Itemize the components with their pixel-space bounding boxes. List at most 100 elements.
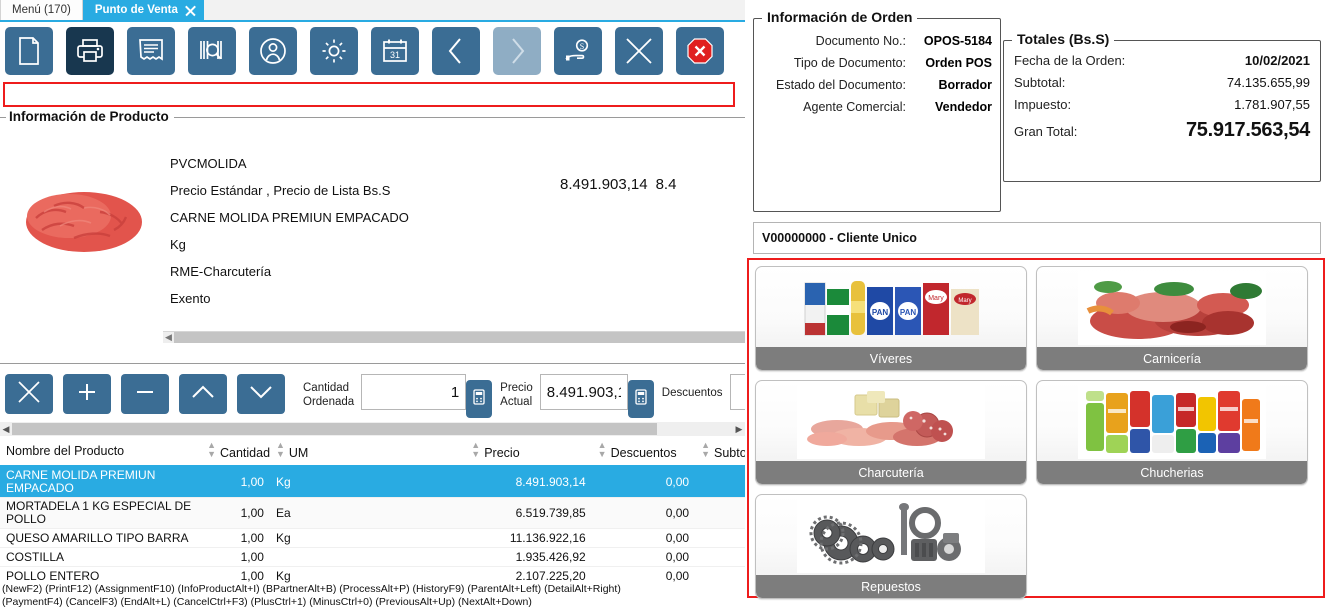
quantity-input[interactable] bbox=[361, 374, 467, 410]
impuesto-value: 1.781.907,55 bbox=[1234, 97, 1310, 112]
price-calculator-button[interactable] bbox=[627, 380, 654, 418]
settings-button[interactable] bbox=[310, 27, 358, 75]
line-action-bar: Cantidad Ordenada Precio Actual bbox=[5, 374, 790, 418]
order-info-row: Tipo de Documento: Orden POS bbox=[760, 55, 992, 71]
close-icon[interactable] bbox=[184, 4, 197, 17]
cancel-line-button[interactable] bbox=[5, 374, 53, 414]
calendar-button[interactable]: 31 bbox=[371, 27, 419, 75]
totals-row-subtotal: Subtotal: 74.135.655,99 bbox=[1014, 75, 1310, 90]
col-header-precio[interactable]: ▲ ▼ Precio bbox=[465, 438, 592, 467]
grid-hscrollbar[interactable]: ◀ ▶ bbox=[0, 422, 745, 436]
product-search-input[interactable] bbox=[5, 84, 733, 105]
category-tile-charcuteria[interactable]: Charcutería bbox=[755, 380, 1027, 485]
col-header-cantidad[interactable]: ▲ ▼ Cantidad bbox=[201, 438, 270, 467]
cell-precio: 8.491.903,14 bbox=[465, 466, 592, 498]
calculator-icon bbox=[473, 388, 485, 410]
order-info-row: Estado del Documento: Borrador bbox=[760, 77, 992, 93]
next-button[interactable] bbox=[493, 27, 541, 75]
sort-icon[interactable]: ▲ ▼ bbox=[207, 440, 216, 459]
product-pricelist-label: Precio Estándar , Precio de Lista Bs.S bbox=[170, 183, 391, 198]
category-label: Carnicería bbox=[1037, 347, 1307, 370]
previous-button[interactable] bbox=[432, 27, 480, 75]
scroll-left-icon[interactable]: ◀ bbox=[165, 332, 172, 342]
sort-icon[interactable]: ▲ ▼ bbox=[597, 440, 607, 459]
quantity-calculator-button[interactable] bbox=[466, 380, 493, 418]
impuesto-label: Impuesto: bbox=[1014, 97, 1072, 112]
payment-hand-icon: S bbox=[564, 38, 592, 64]
col-header-nombre[interactable]: Nombre del Producto bbox=[0, 438, 202, 467]
category-tile-viveres[interactable]: PAN PAN Mary Mary Víveres bbox=[755, 266, 1027, 371]
scroll-left-icon[interactable]: ◀ bbox=[2, 423, 10, 434]
barcode-search-button[interactable] bbox=[188, 27, 236, 75]
svg-text:31: 31 bbox=[390, 50, 400, 60]
close-button[interactable] bbox=[676, 27, 724, 75]
clear-button[interactable] bbox=[615, 27, 663, 75]
order-info-legend: Información de Orden bbox=[762, 9, 918, 25]
new-document-icon bbox=[17, 37, 41, 65]
chevron-down-icon bbox=[248, 383, 274, 406]
close-octagon-icon bbox=[685, 36, 715, 66]
product-standard-price: 8.491.903,14 bbox=[560, 176, 648, 193]
cell-precio: 6.519.739,85 bbox=[465, 497, 592, 529]
current-price-input[interactable] bbox=[539, 374, 628, 410]
payment-button[interactable]: S bbox=[554, 27, 602, 75]
order-info-row: Documento No.: OPOS-5184 bbox=[760, 33, 992, 49]
groceries-photo: PAN PAN Mary Mary bbox=[756, 267, 1026, 349]
barcode-search-icon bbox=[198, 38, 226, 64]
product-info-legend: Información de Producto bbox=[6, 109, 174, 124]
move-down-button[interactable] bbox=[237, 374, 285, 414]
tipo-documento-label: Tipo de Documento: bbox=[793, 55, 906, 70]
increase-quantity-button[interactable] bbox=[63, 374, 111, 414]
gran-total-value: 75.917.563,54 bbox=[1185, 119, 1310, 141]
fecha-label: Fecha de la Orden: bbox=[1014, 53, 1126, 68]
plus-icon bbox=[76, 381, 98, 408]
tab-menu[interactable]: Menú (170) bbox=[0, 0, 83, 20]
decrease-quantity-button[interactable] bbox=[121, 374, 169, 414]
user-button[interactable] bbox=[249, 27, 297, 75]
totals-row-impuesto: Impuesto: 1.781.907,55 bbox=[1014, 97, 1310, 112]
product-list-price: 8.4 bbox=[655, 176, 677, 193]
grid-scroll-thumb[interactable] bbox=[12, 423, 657, 435]
receipt-button[interactable] bbox=[127, 27, 175, 75]
cell-nombre: QUESO AMARILLO TIPO BARRA bbox=[0, 528, 202, 548]
customer-field[interactable]: V00000000 - Cliente Unico bbox=[753, 222, 1321, 254]
tab-punto-de-venta[interactable]: Punto de Venta bbox=[82, 0, 204, 20]
scroll-thumb[interactable] bbox=[173, 332, 745, 343]
col-header-um[interactable]: ▲ ▼ UM bbox=[269, 438, 466, 467]
product-code: PVCMOLIDA bbox=[170, 156, 247, 171]
svg-text:Mary: Mary bbox=[928, 295, 944, 302]
move-up-button[interactable] bbox=[179, 374, 227, 414]
cell-descuentos: 0,00 bbox=[591, 466, 696, 498]
category-label: Charcutería bbox=[756, 461, 1026, 484]
product-info-hscrollbar[interactable]: ◀ bbox=[163, 331, 745, 343]
sort-icon[interactable]: ▲ ▼ bbox=[275, 440, 285, 459]
new-document-button[interactable] bbox=[5, 27, 53, 75]
category-tile-repuestos[interactable]: Repuestos bbox=[755, 494, 1027, 599]
documento-no-label: Documento No.: bbox=[815, 33, 906, 48]
table-row[interactable]: CARNE MOLIDA PREMIUN EMPACADO 1,00 Kg 8.491… bbox=[0, 466, 810, 498]
cell-cantidad: 1,00 bbox=[201, 497, 270, 529]
sort-icon[interactable]: ▲ ▼ bbox=[701, 440, 710, 459]
tab-menu-label: Menú (170) bbox=[12, 4, 71, 16]
col-header-descuentos[interactable]: ▲ ▼ Descuentos bbox=[591, 438, 696, 467]
category-tile-chucherias[interactable]: Chucherias bbox=[1036, 380, 1308, 485]
svg-text:Mary: Mary bbox=[958, 298, 971, 304]
category-label: Víveres bbox=[756, 347, 1026, 370]
scroll-right-icon[interactable]: ▶ bbox=[735, 423, 743, 434]
status-line-2: (PaymentF4) (CancelF3) (EndAlt+L) (Cance… bbox=[2, 596, 532, 608]
deli-photo bbox=[756, 381, 1026, 463]
subtotal-value: 74.135.655,99 bbox=[1226, 75, 1310, 90]
table-row[interactable]: QUESO AMARILLO TIPO BARRA 1,00 Kg 11.136.92… bbox=[0, 528, 810, 548]
sort-icon[interactable]: ▲ ▼ bbox=[471, 440, 481, 459]
meat-photo bbox=[1037, 267, 1307, 349]
cell-cantidad: 1,00 bbox=[201, 528, 270, 548]
category-tile-carniceria[interactable]: Carnicería bbox=[1036, 266, 1308, 371]
x-icon bbox=[16, 379, 42, 410]
table-row[interactable]: MORTADELA 1 KG ESPECIAL DE POLLO 1,00 Ea 6.… bbox=[0, 497, 810, 529]
col-label: UM bbox=[288, 446, 309, 460]
print-button[interactable] bbox=[66, 27, 114, 75]
totals-row-gran-total: Gran Total: 75.917.563,54 bbox=[1014, 119, 1310, 142]
totals-row-fecha: Fecha de la Orden: 10/02/2021 bbox=[1014, 53, 1310, 68]
product-search-field[interactable] bbox=[3, 82, 735, 107]
